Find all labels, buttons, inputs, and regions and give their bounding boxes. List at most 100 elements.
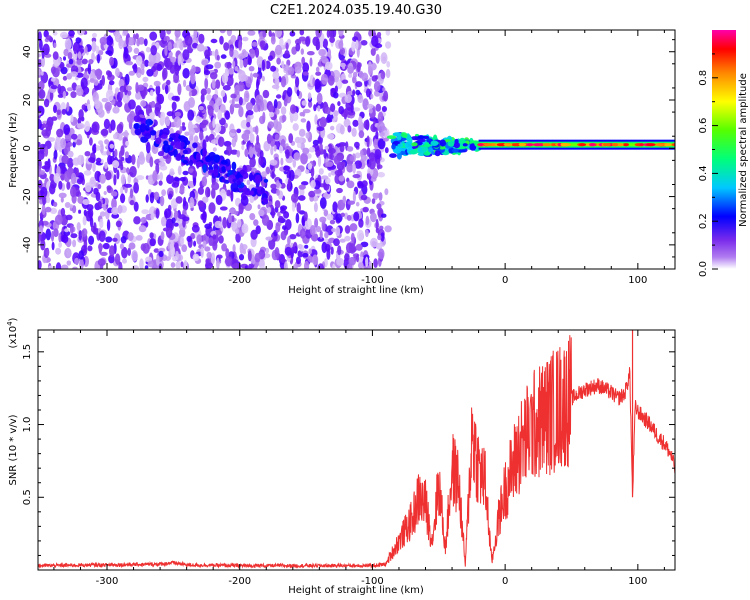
noise-blob bbox=[352, 89, 356, 97]
noise-blob bbox=[344, 94, 352, 103]
carrier-peak bbox=[518, 143, 527, 147]
noise-blob bbox=[246, 179, 251, 186]
trace-blob bbox=[202, 164, 207, 173]
noise-blob bbox=[88, 59, 94, 65]
noise-blob bbox=[38, 150, 45, 161]
noise-blob bbox=[244, 265, 248, 269]
noise-blob bbox=[184, 35, 193, 46]
noise-blob bbox=[300, 142, 305, 151]
noise-blob bbox=[188, 168, 194, 173]
y-tick-label: 20 bbox=[22, 94, 33, 107]
noise-blob bbox=[344, 235, 351, 242]
noise-blob bbox=[232, 244, 236, 254]
noise-blob bbox=[220, 54, 227, 59]
trace-blob bbox=[262, 197, 269, 205]
noise-blob bbox=[284, 50, 290, 58]
noise-blob bbox=[66, 248, 71, 257]
noise-blob bbox=[93, 222, 97, 233]
x-tick-label: 0 bbox=[502, 576, 508, 587]
noise-blob bbox=[163, 36, 167, 42]
noise-blob bbox=[81, 58, 88, 65]
noise-blob bbox=[135, 105, 142, 117]
carrier-peak bbox=[496, 143, 506, 147]
noise-blob bbox=[283, 98, 288, 107]
noise-blob bbox=[281, 114, 287, 122]
noise-blob bbox=[159, 195, 165, 207]
noise-blob bbox=[108, 80, 115, 86]
noise-blob bbox=[99, 142, 104, 154]
noise-blob bbox=[380, 232, 385, 242]
noise-blob bbox=[129, 166, 137, 178]
noise-blob bbox=[276, 57, 281, 65]
noise-blob bbox=[45, 228, 52, 241]
noise-blob bbox=[375, 53, 380, 64]
noise-blob bbox=[304, 244, 309, 249]
noise-blob bbox=[174, 30, 181, 38]
noise-blob bbox=[225, 256, 233, 267]
trace-blob bbox=[227, 169, 233, 176]
noise-blob bbox=[239, 242, 244, 255]
noise-blob bbox=[277, 215, 284, 223]
head-blob bbox=[423, 151, 431, 156]
trace-blob bbox=[161, 127, 170, 137]
noise-blob bbox=[190, 72, 196, 85]
noise-blob bbox=[188, 90, 192, 97]
noise-blob bbox=[234, 228, 240, 235]
noise-blob bbox=[98, 50, 104, 56]
noise-blob bbox=[173, 222, 179, 227]
noise-blob bbox=[267, 206, 272, 214]
noise-blob bbox=[379, 131, 385, 137]
noise-blob bbox=[312, 254, 319, 266]
noise-blob bbox=[377, 111, 384, 124]
y-tick-label: -20 bbox=[22, 188, 33, 204]
noise-blob bbox=[220, 104, 226, 113]
noise-blob bbox=[156, 63, 163, 72]
noise-blob bbox=[149, 156, 154, 168]
noise-blob bbox=[172, 256, 178, 262]
noise-blob bbox=[201, 119, 209, 126]
noise-blob bbox=[155, 84, 161, 96]
noise-blob bbox=[87, 245, 93, 252]
noise-blob bbox=[371, 75, 378, 82]
noise-blob bbox=[328, 147, 336, 154]
noise-blob bbox=[44, 162, 50, 173]
noise-blob bbox=[165, 227, 173, 238]
noise-blob bbox=[237, 219, 242, 228]
noise-blob bbox=[161, 189, 167, 197]
noise-blob bbox=[94, 99, 101, 110]
carrier-peak bbox=[639, 143, 644, 147]
noise-blob bbox=[280, 209, 287, 214]
noise-blob bbox=[323, 148, 327, 159]
noise-blob bbox=[200, 246, 204, 258]
head-blob bbox=[434, 150, 441, 157]
noise-blob bbox=[69, 224, 74, 235]
noise-blob bbox=[368, 65, 373, 76]
noise-blob bbox=[121, 131, 130, 137]
noise-blob bbox=[128, 99, 136, 110]
noise-blob bbox=[352, 163, 356, 174]
noise-blob bbox=[283, 64, 290, 72]
noise-blob bbox=[43, 98, 50, 108]
noise-blob bbox=[64, 228, 69, 233]
noise-blob bbox=[106, 36, 114, 46]
noise-blob bbox=[150, 100, 156, 108]
trace-blob bbox=[207, 160, 213, 167]
head-blob bbox=[411, 142, 418, 147]
noise-blob bbox=[229, 47, 234, 58]
noise-blob bbox=[244, 148, 249, 158]
trace-blob bbox=[248, 172, 254, 182]
noise-blob bbox=[149, 112, 156, 117]
noise-blob bbox=[146, 141, 151, 154]
noise-blob bbox=[383, 137, 389, 142]
noise-blob bbox=[377, 171, 386, 178]
noise-blob bbox=[373, 81, 381, 92]
noise-blob bbox=[292, 159, 297, 168]
snr-x-axis-label: Height of straight line (km) bbox=[288, 585, 424, 596]
noise-blob bbox=[44, 146, 49, 157]
trace-blob bbox=[144, 124, 150, 131]
noise-blob bbox=[261, 59, 266, 72]
head-blob bbox=[421, 146, 429, 152]
noise-blob bbox=[261, 171, 267, 178]
noise-blob bbox=[316, 126, 325, 132]
noise-blob bbox=[127, 232, 134, 242]
